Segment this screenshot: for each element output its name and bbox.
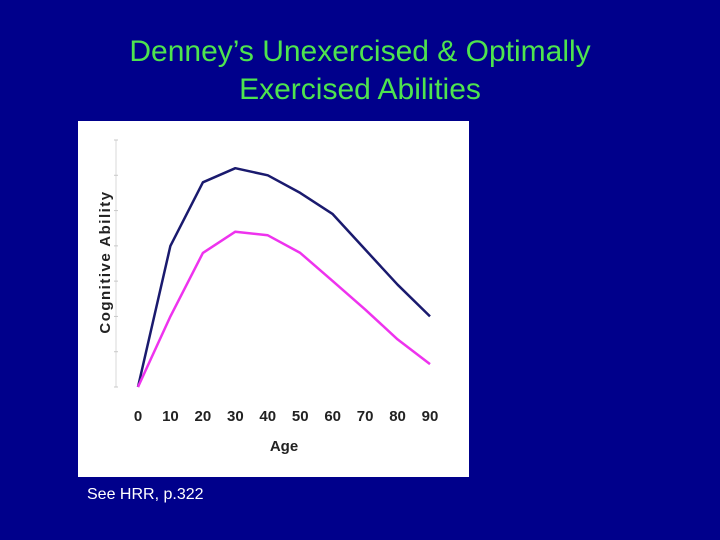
x-tick-label: 60 bbox=[324, 408, 341, 425]
x-tick-label: 70 bbox=[357, 408, 374, 425]
slide-title: Denney’s Unexercised & Optimally Exercis… bbox=[0, 33, 720, 109]
slide-title-line-1: Denney’s Unexercised & Optimally bbox=[129, 35, 591, 68]
x-tick-label: 20 bbox=[195, 408, 212, 425]
x-tick-label: 90 bbox=[422, 408, 439, 425]
slide-title-line-2: Exercised Abilities bbox=[239, 73, 481, 106]
x-tick-label: 0 bbox=[134, 408, 142, 425]
series-line-optimally-exercised bbox=[136, 166, 431, 388]
x-tick-label: 40 bbox=[259, 408, 276, 425]
x-tick-label: 50 bbox=[292, 408, 309, 425]
footnote: See HRR, p.322 bbox=[87, 486, 204, 503]
y-axis-label: Cognitive Ability bbox=[97, 190, 114, 333]
x-tick-label: 30 bbox=[227, 408, 244, 425]
x-tick-label: 10 bbox=[162, 408, 179, 425]
series-line-unexercised bbox=[136, 230, 431, 388]
x-tick-label: 80 bbox=[389, 408, 406, 425]
x-axis-label: Age bbox=[270, 438, 298, 455]
